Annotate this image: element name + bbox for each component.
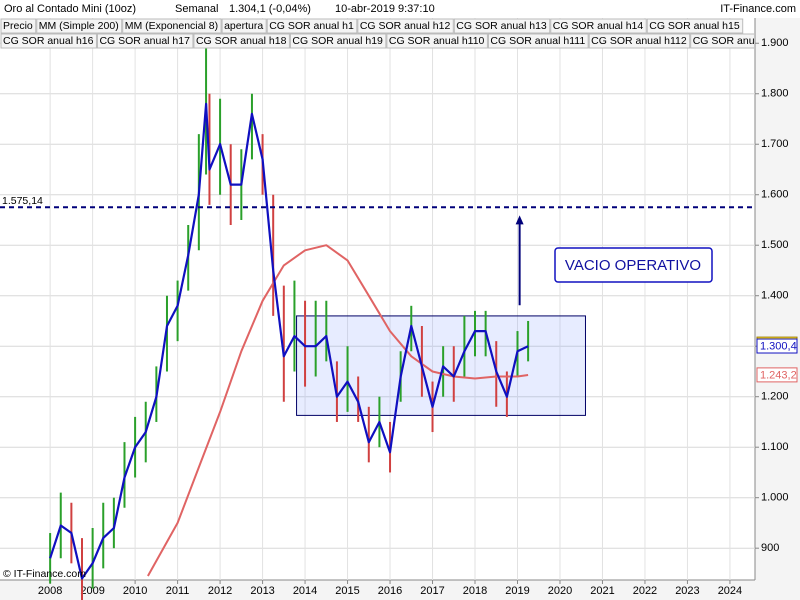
x-tick-label: 2013 (250, 585, 274, 597)
x-tick-label: 2008 (38, 585, 62, 597)
header-period: Semanal (175, 3, 218, 15)
x-tick-label: 2009 (80, 585, 104, 597)
x-tick-label: 2017 (420, 585, 444, 597)
x-tick-label: 2024 (718, 585, 742, 597)
legend-label: CG SOR anual h110 (389, 35, 485, 47)
x-tick-label: 2016 (378, 585, 402, 597)
legend-label: apertura (224, 20, 263, 32)
y-tick-label: 1.000 (761, 492, 789, 504)
legend-label: CG SOR anual h19 (292, 35, 383, 47)
x-tick-label: 2023 (675, 585, 699, 597)
legend-label: CG SOR anual h13 (456, 20, 547, 32)
y-tick-label: 1.100 (761, 441, 789, 453)
legend-label: CG SOR anual h112 (591, 35, 687, 47)
y-tick-label: 1.200 (761, 391, 789, 403)
legend-item (550, 18, 647, 34)
legend-item (588, 33, 691, 49)
annotation-text: VACIO OPERATIVO (565, 257, 701, 274)
y-tick-label: 900 (761, 542, 779, 554)
y-tick-label: 1.500 (761, 239, 789, 251)
legend-label: CG SOR anual h16 (3, 35, 94, 47)
x-tick-label: 2011 (166, 585, 190, 597)
y-tick-label: 1.600 (761, 189, 789, 201)
legend-item (122, 18, 222, 34)
legend-item (487, 33, 589, 49)
legend-label: CG SOR anua (693, 35, 761, 47)
legend-item (36, 18, 123, 34)
last-value-box (756, 338, 798, 354)
x-tick-label: 2020 (548, 585, 572, 597)
x-tick-label: 2021 (590, 585, 614, 597)
legend-item (646, 18, 744, 34)
legend-label: Precio (3, 20, 33, 32)
legend-item (357, 18, 454, 34)
legend-label: CG SOR anual h1 (269, 20, 354, 32)
header-datetime: 10-abr-2019 9:37:10 (335, 3, 435, 15)
y-tick-label: 1.700 (761, 138, 789, 150)
legend-item (193, 33, 290, 49)
legend-label: MM (Simple 200) (39, 20, 119, 32)
legend-item (386, 33, 488, 49)
legend-item (289, 33, 387, 49)
last-value-box (756, 367, 798, 383)
y-tick-label: 1.800 (761, 88, 789, 100)
last-value-label: 1.243,2 (760, 369, 797, 381)
x-tick-label: 2018 (463, 585, 487, 597)
series-line (49, 102, 529, 580)
legend-label: CG SOR anual h15 (649, 20, 740, 32)
legend-item (266, 18, 358, 34)
arrow-head (515, 215, 524, 225)
x-tick-label: 2015 (335, 585, 359, 597)
legend-label: MM (Exponencial 8) (125, 20, 218, 32)
y-tick-label: 1.900 (761, 37, 789, 49)
level-label: 1.575,14 (2, 195, 43, 207)
x-axis-panel (0, 580, 800, 600)
x-tick-label: 2022 (633, 585, 657, 597)
series-line (147, 244, 529, 577)
legend-label: CG SOR anual h18 (196, 35, 287, 47)
footer: © IT-Finance.com (3, 568, 86, 580)
range-box (296, 315, 586, 416)
header-quote: 1.304,1 (-0,04%) (229, 3, 311, 15)
header-bar (0, 0, 800, 18)
y-tick-label: 1.400 (761, 290, 789, 302)
legend-label: CG SOR anual h17 (99, 35, 190, 47)
annotation-box (554, 247, 713, 283)
legend-label: CG SOR anual h14 (553, 20, 644, 32)
legend-item (0, 18, 37, 34)
legend-label: CG SOR anual h12 (360, 20, 451, 32)
legend-item (0, 33, 97, 49)
legend-item (221, 18, 267, 34)
legend-label: CG SOR anual h111 (490, 35, 585, 47)
legend-item (690, 33, 754, 49)
y-axis-panel (755, 18, 800, 600)
header-brand: IT-Finance.com (720, 3, 796, 15)
x-tick-label: 2014 (293, 585, 317, 597)
x-tick-label: 2012 (208, 585, 232, 597)
x-tick-label: 2019 (505, 585, 529, 597)
legend-item (96, 33, 194, 49)
x-tick-label: 2010 (123, 585, 147, 597)
header-title: Oro al Contado Mini (10oz) (4, 3, 136, 15)
legend-item (453, 18, 551, 34)
last-value-label: 1.300,4 (760, 340, 797, 352)
